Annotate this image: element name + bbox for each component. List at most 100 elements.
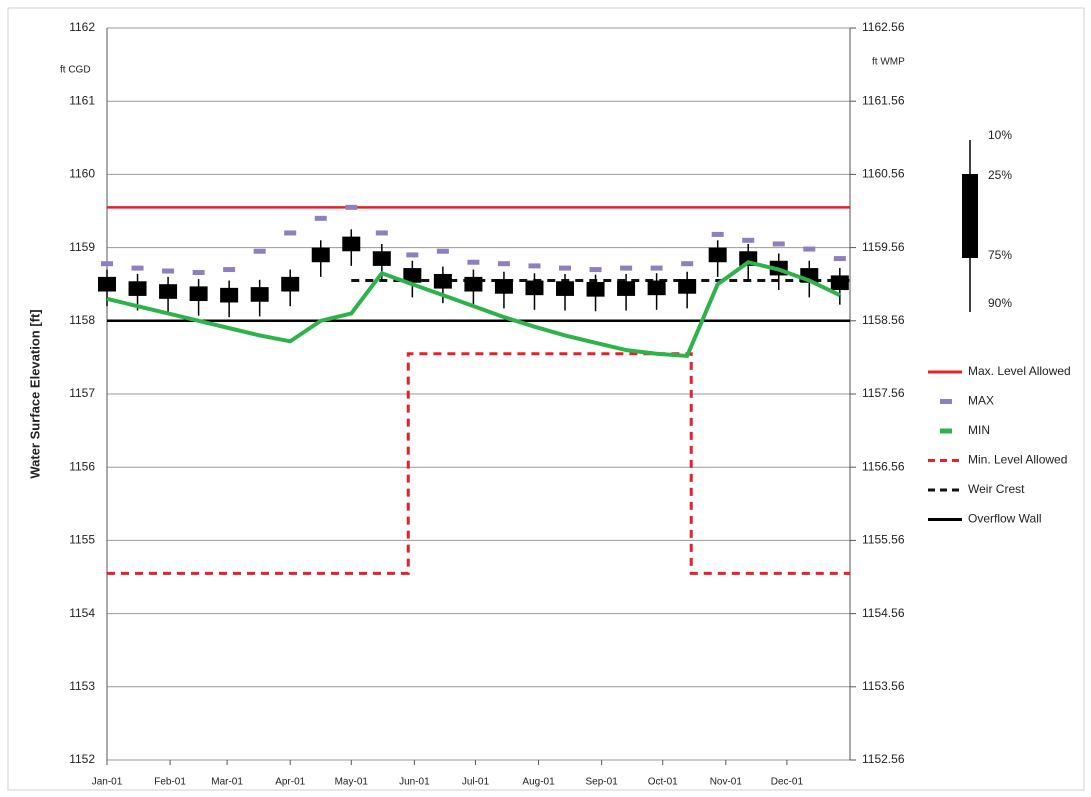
max-marker — [497, 261, 510, 267]
max-marker — [406, 252, 419, 258]
box-body — [98, 276, 116, 292]
y-tick-label: 1160 — [69, 167, 95, 181]
box-body — [464, 276, 483, 292]
y2-tick-label: 1156.56 — [862, 459, 905, 473]
x-tick-label: Jul-01 — [462, 777, 490, 788]
chart-frame — [7, 7, 1085, 791]
max-marker — [345, 204, 358, 210]
x-tick-label: Aug-01 — [522, 777, 555, 788]
x-tick-label: May-01 — [335, 777, 369, 788]
box-legend-label: 10% — [988, 128, 1012, 142]
y-tick-label: 1159 — [69, 240, 95, 254]
y2-tick-label: 1157.56 — [862, 386, 905, 400]
max-marker — [467, 259, 480, 265]
y2-tick-label: 1155.56 — [862, 533, 905, 547]
box-legend-label: 75% — [988, 248, 1012, 262]
legend-label: Max. Level Allowed — [968, 364, 1071, 378]
max-marker — [375, 230, 388, 236]
max-marker — [101, 261, 113, 267]
box-body — [617, 281, 636, 296]
x-tick-label: Apr-01 — [275, 777, 305, 788]
y-tick-label: 1152 — [69, 752, 95, 766]
y-axis-title: Water Surface Elevation [ft] — [27, 309, 42, 478]
legend-label: MAX — [968, 394, 994, 408]
x-tick-label: Nov-01 — [710, 777, 743, 788]
y2-tick-label: 1152.56 — [862, 752, 905, 766]
max-marker — [833, 256, 846, 262]
box-body — [250, 287, 269, 302]
y2-tick-label: 1159.56 — [862, 240, 905, 254]
legend-label: Weir Crest — [968, 482, 1025, 496]
box-body — [708, 247, 727, 263]
y-tick-label: 1153 — [69, 679, 95, 693]
box-body — [372, 251, 391, 266]
box-legend-label: 90% — [988, 296, 1012, 310]
max-marker — [223, 267, 236, 273]
box-body — [220, 287, 239, 303]
legend-swatch — [940, 399, 952, 404]
box-body — [128, 281, 147, 296]
y2-tick-label: 1154.56 — [862, 606, 905, 620]
max-marker — [803, 246, 816, 252]
y2-tick-label: 1160.56 — [862, 167, 905, 181]
box-body — [403, 268, 422, 283]
box-body — [281, 276, 300, 292]
legend-swatch — [940, 428, 952, 434]
x-tick-label: Sep-01 — [586, 777, 619, 788]
max-marker — [253, 248, 266, 254]
series-line — [106, 260, 841, 359]
box-body — [189, 286, 208, 302]
max-marker — [162, 268, 175, 274]
y-tick-label: 1157 — [69, 386, 95, 400]
y2-unit-label: ft WMP — [872, 57, 905, 68]
box-body — [647, 280, 666, 296]
max-marker — [742, 237, 755, 243]
max-marker — [131, 265, 144, 271]
max-marker — [681, 261, 694, 267]
legend-label: Overflow Wall — [968, 512, 1042, 526]
y2-tick-label: 1153.56 — [862, 679, 905, 693]
box-body — [342, 236, 361, 252]
box-legend-label: 25% — [988, 168, 1012, 182]
box-body — [159, 284, 178, 299]
max-marker — [314, 215, 327, 221]
y2-tick-label: 1161.56 — [862, 93, 905, 107]
legend-label: Min. Level Allowed — [968, 453, 1067, 467]
max-marker — [284, 230, 297, 236]
y-tick-label: 1155 — [69, 533, 95, 547]
max-marker — [650, 265, 663, 271]
box-body — [311, 247, 330, 263]
box-body — [525, 280, 544, 296]
box-legend-body — [962, 174, 978, 258]
box-body — [586, 282, 605, 297]
x-tick-label: Oct-01 — [648, 777, 678, 788]
box-body — [678, 279, 697, 294]
x-tick-label: Jan-01 — [92, 777, 123, 788]
max-marker — [711, 231, 724, 237]
y-unit-label: ft CGD — [60, 65, 91, 76]
legend-label: MIN — [968, 423, 990, 437]
max-marker — [528, 263, 541, 269]
max-marker — [620, 265, 633, 271]
series-line — [107, 352, 850, 575]
max-marker — [192, 269, 205, 275]
x-tick-label: Feb-01 — [154, 777, 186, 788]
y-tick-label: 1154 — [69, 606, 95, 620]
y-tick-label: 1158 — [69, 313, 95, 327]
y-tick-label: 1161 — [69, 93, 95, 107]
x-tick-label: Mar-01 — [211, 777, 243, 788]
max-marker — [436, 248, 449, 254]
box-body — [494, 279, 513, 294]
box-body — [556, 281, 575, 296]
max-marker — [559, 265, 572, 271]
y2-tick-label: 1158.56 — [862, 313, 905, 327]
max-marker — [589, 267, 602, 273]
box-body — [433, 273, 452, 289]
y-tick-label: 1156 — [69, 459, 95, 473]
max-marker — [772, 241, 785, 247]
y-tick-label: 1162 — [69, 20, 95, 34]
x-tick-label: Jun-01 — [399, 777, 430, 788]
x-tick-label: Dec-01 — [771, 777, 804, 788]
y2-tick-label: 1162.56 — [862, 20, 905, 34]
